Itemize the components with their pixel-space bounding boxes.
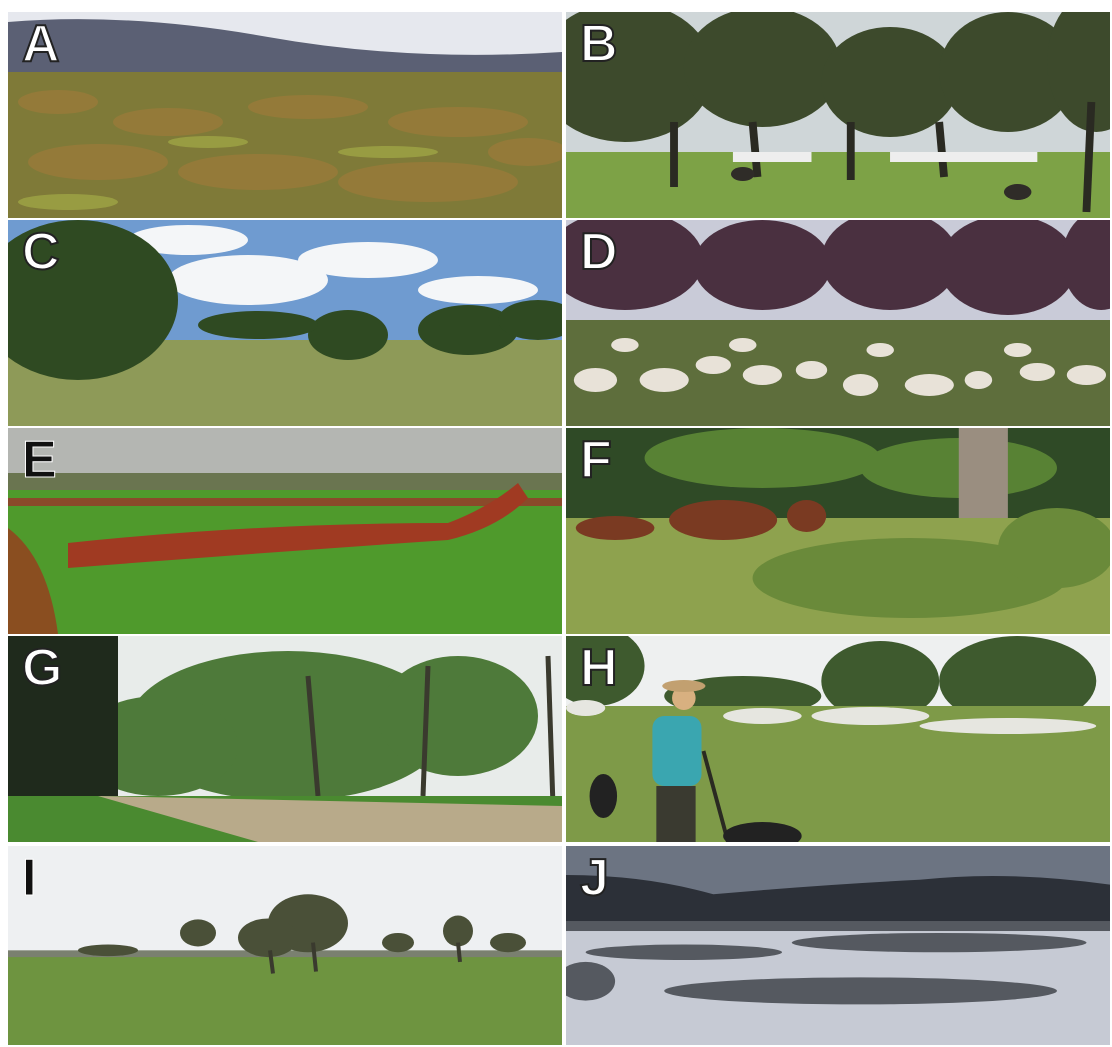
panel-label: H [580, 642, 618, 694]
figure: A B C [0, 0, 1112, 1047]
photo-panel: I [8, 846, 562, 1045]
photo [8, 12, 562, 218]
photo-panel: C [8, 220, 562, 426]
panel-label: I [22, 852, 36, 904]
panel-label: A [22, 18, 60, 70]
photo-panel: H [566, 636, 1110, 842]
photo [566, 428, 1110, 634]
panel-label: J [580, 852, 609, 904]
photo [566, 846, 1110, 1045]
panel-label: B [580, 18, 618, 70]
photo-panel: J [566, 846, 1110, 1045]
photo [566, 220, 1110, 426]
panel-label: D [580, 226, 618, 278]
panel-label: C [22, 226, 60, 278]
panel-label: F [580, 434, 612, 486]
panel-label: G [22, 642, 62, 694]
photo-panel: B [566, 12, 1110, 218]
photo-panel: D [566, 220, 1110, 426]
photo-panel: F [566, 428, 1110, 634]
photo-panel: A [8, 12, 562, 218]
photo [8, 636, 562, 842]
photo-panel: E [8, 428, 562, 634]
panel-label: E [22, 434, 57, 486]
photo [566, 12, 1110, 218]
photo [8, 220, 562, 426]
photo-panel: G [8, 636, 562, 842]
photo [8, 428, 562, 634]
photo [8, 846, 562, 1045]
photo [566, 636, 1110, 842]
